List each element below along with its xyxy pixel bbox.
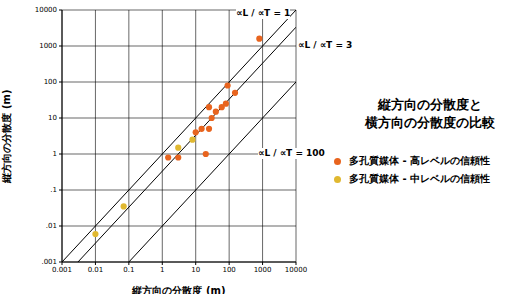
svg-text:.01: .01 [46, 222, 57, 230]
svg-text:100: 100 [44, 78, 57, 86]
svg-text:0.1: 0.1 [123, 266, 134, 274]
svg-text:1: 1 [53, 150, 57, 158]
html-text:∝L / ∝T = 1: ∝L / ∝T = 1 [236, 8, 291, 18]
svg-text:10: 10 [48, 114, 57, 122]
svg-text:1000: 1000 [39, 42, 57, 50]
svg-text:.1: .1 [50, 186, 57, 194]
svg-text:縦方向の分散度 (m): 縦方向の分散度 (m) [131, 285, 225, 294]
svg-text:10: 10 [191, 266, 200, 274]
html-text:多孔質媒体 - 高レベルの信頼性: 多孔質媒体 - 高レベルの信頼性 [349, 155, 491, 166]
html-text:縦方向の分散度と: 縦方向の分散度と [378, 97, 482, 112]
svg-text:10000: 10000 [285, 266, 307, 274]
html-text:∝L / ∝T = 3: ∝L / ∝T = 3 [298, 40, 353, 50]
svg-text:10000: 10000 [35, 6, 57, 14]
svg-text:100: 100 [222, 266, 235, 274]
svg-text:1000: 1000 [254, 266, 272, 274]
svg-text:0.001: 0.001 [52, 266, 72, 274]
html-text:横方向の分散度の比較: 横方向の分散度の比較 [365, 115, 495, 130]
html-text:∝L / ∝T = 100: ∝L / ∝T = 100 [258, 148, 325, 158]
svg-text:0.01: 0.01 [88, 266, 104, 274]
svg-text:1: 1 [160, 266, 164, 274]
svg-text:.001: .001 [41, 258, 57, 266]
html-text:多孔質媒体 - 中レベルの信頼性: 多孔質媒体 - 中レベルの信頼性 [349, 173, 491, 184]
svg-text:縦方向の分散度 (m): 縦方向の分散度 (m) [8, 89, 12, 183]
